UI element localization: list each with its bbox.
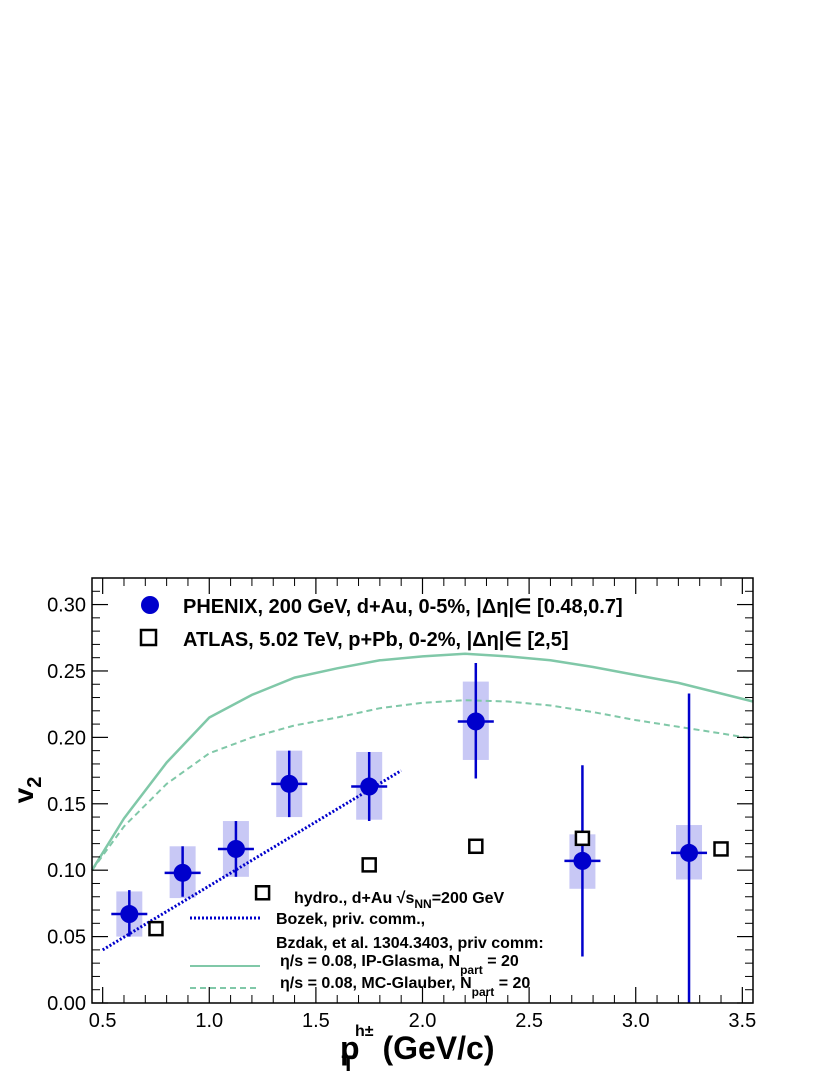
atlas-point xyxy=(254,885,271,901)
y-tick-label: 0.05 xyxy=(47,927,86,949)
curve-series-3 xyxy=(90,652,754,871)
curve-series-4 xyxy=(91,699,754,871)
x-tick-label: 2.0 xyxy=(409,1010,437,1032)
phenix-point xyxy=(680,843,699,862)
x-tick-label: 1.0 xyxy=(195,1010,223,1032)
axes: 0.00 0.05 0.10 0.15 0.20 0.25 0.30 0.5 1.0 1.5 2.0… xyxy=(47,577,756,1032)
phenix-point xyxy=(360,777,379,796)
x-axis-title: pTh± (GeV/c) xyxy=(340,1023,494,1075)
y-tick-label: 0.20 xyxy=(47,727,86,749)
x-tick-label: 2.5 xyxy=(515,1010,543,1032)
y-tick-label: 0.00 xyxy=(47,993,86,1015)
phenix-point xyxy=(120,905,139,924)
atlas-point xyxy=(468,838,484,855)
legend-bottom: hydro., d+Au √sNN=200 GeV Bozek, priv. c… xyxy=(190,890,544,999)
y-tick-label: 0.25 xyxy=(47,661,86,683)
legend-atlas-marker xyxy=(139,628,158,647)
y-tick-label: 0.30 xyxy=(47,595,86,617)
data-markers xyxy=(111,663,729,1003)
theory-curves xyxy=(90,652,754,952)
atlas-point xyxy=(361,857,377,873)
y-tick-label: 0.10 xyxy=(47,860,86,882)
atlas-point xyxy=(574,830,591,847)
legend-top: PHENIX, 200 GeV, d+Au, 0-5%, |Δη|∈ [0.48… xyxy=(139,596,623,651)
x-tick-label: 3.5 xyxy=(728,1010,756,1032)
y-axis-title: v2 xyxy=(8,777,46,804)
legend-bzdak-label: Bzdak, et al. 1304.3403, priv comm: xyxy=(276,935,544,952)
legend-atlas-label: ATLAS, 5.02 TeV, p+Pb, 0-2%, |Δη|∈ [2,5] xyxy=(183,629,569,651)
x-tick-label: 0.5 xyxy=(89,1010,117,1032)
atlas-point xyxy=(148,920,164,937)
phenix-point xyxy=(280,774,299,793)
legend-ipglasma-label: η/s = 0.08, IP-Glasma, Npart = 20 xyxy=(280,953,519,977)
legend-bozek-label: Bozek, priv. comm., xyxy=(276,911,425,928)
legend-phenix-label: PHENIX, 200 GeV, d+Au, 0-5%, |Δη|∈ [0.48… xyxy=(183,596,623,618)
legend-phenix-marker xyxy=(141,596,159,614)
phenix-point xyxy=(466,712,485,731)
atlas-point xyxy=(713,841,729,857)
phenix-point xyxy=(226,839,245,858)
y-tick-label: 0.15 xyxy=(47,794,86,816)
legend-hydro-header: hydro., d+Au √sNN=200 GeV xyxy=(294,890,505,911)
x-tick-label: 1.5 xyxy=(302,1010,330,1032)
phenix-point xyxy=(173,863,192,882)
x-tick-label: 3.0 xyxy=(622,1010,650,1032)
legend-mcglauber-label: η/s = 0.08, MC-Glauber, Npart = 20 xyxy=(280,975,530,999)
phenix-point xyxy=(573,851,592,870)
